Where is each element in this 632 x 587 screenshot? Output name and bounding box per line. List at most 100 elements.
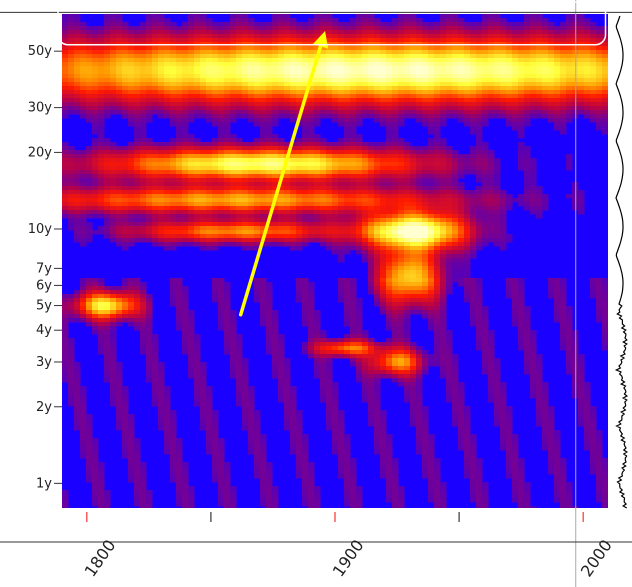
heatmap-cell <box>212 230 219 235</box>
heatmap-cell <box>434 46 441 51</box>
heatmap-cell <box>86 98 93 103</box>
heatmap-cell <box>104 58 111 63</box>
heatmap-cell <box>362 182 369 187</box>
heatmap-cell <box>446 102 453 107</box>
heatmap-cell <box>428 150 435 155</box>
heatmap-cell <box>98 98 105 103</box>
heatmap-cell <box>440 294 447 299</box>
heatmap-cell <box>248 246 255 251</box>
heatmap-cell <box>170 286 177 291</box>
heatmap-cell <box>422 146 429 151</box>
heatmap-cell <box>464 278 471 283</box>
heatmap-cell <box>266 30 273 35</box>
heatmap-cell <box>248 18 255 23</box>
heatmap-cell <box>236 182 243 187</box>
heatmap-cell <box>344 82 351 87</box>
heatmap-cell <box>242 82 249 87</box>
heatmap-cell <box>386 34 393 39</box>
heatmap-cell <box>566 98 573 103</box>
heatmap-cell <box>446 198 453 203</box>
heatmap-cell <box>404 14 411 19</box>
heatmap-cell <box>314 162 321 167</box>
heatmap-cell <box>254 210 261 215</box>
heatmap-cell <box>416 230 423 235</box>
heatmap-cell <box>494 178 501 183</box>
heatmap-cell <box>410 186 417 191</box>
heatmap-cell <box>74 26 81 31</box>
heatmap-cell <box>152 178 159 183</box>
heatmap-cell <box>440 138 447 143</box>
heatmap-cell <box>314 206 321 211</box>
heatmap-cell <box>476 190 483 195</box>
heatmap-cell <box>296 290 303 295</box>
heatmap-cell <box>584 62 591 67</box>
heatmap-cell <box>476 226 483 231</box>
heatmap-cell <box>458 46 465 51</box>
heatmap-cell <box>494 166 501 171</box>
heatmap-cell <box>326 26 333 31</box>
heatmap-cell <box>194 174 201 179</box>
heatmap-cell <box>410 174 417 179</box>
heatmap-cell <box>446 234 453 239</box>
heatmap-cell <box>134 86 141 91</box>
heatmap-cell <box>260 138 267 143</box>
heatmap-cell <box>482 226 489 231</box>
heatmap-cell <box>260 54 267 59</box>
heatmap-cell <box>182 26 189 31</box>
heatmap-cell <box>596 306 603 311</box>
heatmap-cell <box>170 246 177 251</box>
heatmap-cell <box>260 78 267 83</box>
heatmap-cell <box>386 286 393 291</box>
heatmap-cell <box>314 154 321 159</box>
heatmap-cell <box>164 158 171 163</box>
heatmap-cell <box>170 86 177 91</box>
heatmap-cell <box>422 190 429 195</box>
heatmap-cell <box>122 226 129 231</box>
heatmap-cell <box>230 234 237 239</box>
heatmap-cell <box>386 134 393 139</box>
heatmap-cell <box>116 158 123 163</box>
heatmap-cell <box>326 110 333 115</box>
heatmap-cell <box>332 90 339 95</box>
heatmap-cell <box>530 74 537 79</box>
heatmap-cell <box>458 94 465 99</box>
heatmap-cell <box>464 230 471 235</box>
heatmap-cell <box>530 178 537 183</box>
heatmap-cell <box>566 94 573 99</box>
heatmap-cell <box>62 206 69 211</box>
heatmap-cell <box>326 170 333 175</box>
heatmap-cell <box>404 242 411 247</box>
heatmap-cell <box>194 230 201 235</box>
heatmap-cell <box>452 54 459 59</box>
heatmap-cell <box>374 226 381 231</box>
heatmap-cell <box>158 230 165 235</box>
heatmap-cell <box>158 218 165 223</box>
heatmap-cell <box>158 86 165 91</box>
heatmap-cell <box>362 86 369 91</box>
heatmap-cell <box>128 62 135 67</box>
heatmap-cell <box>248 158 255 163</box>
heatmap-cell <box>176 94 183 99</box>
heatmap-cell <box>182 214 189 219</box>
heatmap-cell <box>188 238 195 243</box>
heatmap-cell <box>350 206 357 211</box>
heatmap-cell <box>170 46 177 51</box>
heatmap-cell <box>188 210 195 215</box>
heatmap-cell <box>134 234 141 239</box>
heatmap-cell <box>392 242 399 247</box>
heatmap-cell <box>134 110 141 115</box>
heatmap-cell <box>398 194 405 199</box>
heatmap-cell <box>326 22 333 27</box>
heatmap-cell <box>308 86 315 91</box>
heatmap-cell <box>146 202 153 207</box>
heatmap-cell <box>254 238 261 243</box>
heatmap-cell <box>452 266 459 271</box>
heatmap-cell <box>158 38 165 43</box>
heatmap-cell <box>590 278 597 283</box>
heatmap-cell <box>488 54 495 59</box>
heatmap-cell <box>476 214 483 219</box>
heatmap-cell <box>554 26 561 31</box>
heatmap-cell <box>302 182 309 187</box>
heatmap-cell <box>482 242 489 247</box>
heatmap-cell <box>554 82 561 87</box>
